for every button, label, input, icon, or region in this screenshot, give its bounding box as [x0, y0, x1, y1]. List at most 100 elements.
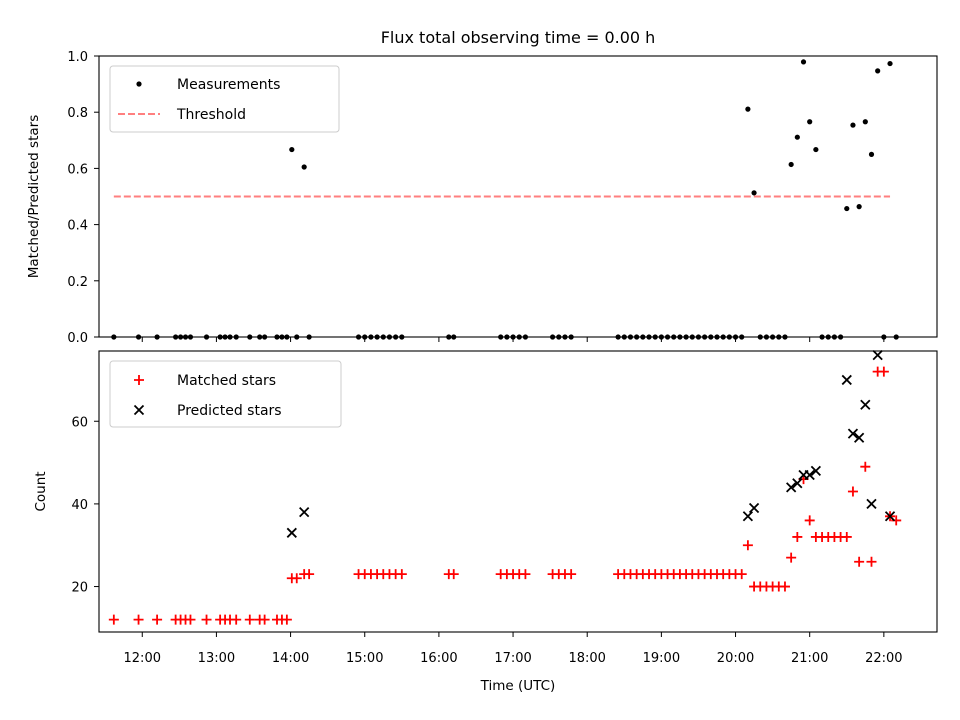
measurement-point: [844, 205, 850, 212]
matched-star-marker: [779, 581, 790, 592]
matched-star-marker: [566, 569, 577, 580]
bottom-y-tick-label: 40: [71, 498, 88, 513]
predicted-star-marker: [872, 349, 883, 361]
top-y-tick-label: 0.2: [67, 275, 88, 290]
bottom-legend: Matched stars Predicted stars: [109, 360, 342, 428]
matched-star-marker: [860, 461, 871, 472]
matched-star-marker: [520, 569, 531, 580]
matched-star-marker: [792, 531, 803, 542]
bottom-panel: 20 40 60 12:00 13:00 14:00 15:00 16:00 17:00 18:…: [33, 349, 938, 694]
matched-star-marker: [854, 556, 865, 567]
predicted-star-marker: [742, 511, 754, 522]
predicted-star-marker: [299, 507, 310, 518]
predicted-star-marker: [748, 502, 760, 514]
x-tick-label: 16:00: [420, 651, 457, 666]
bottom-axes-frame: [98, 350, 938, 633]
matched-star-marker: [804, 515, 815, 526]
x-tick-label: 17:00: [494, 651, 531, 666]
matched-star-marker: [201, 614, 212, 625]
matched-star-marker: [304, 569, 315, 580]
predicted-star-marker: [884, 511, 896, 522]
matched-star-marker: [108, 614, 119, 625]
top-y-tick-label: 0.0: [67, 331, 88, 346]
predicted-star-marker: [853, 432, 865, 443]
x-tick-label: 21:00: [791, 651, 828, 666]
top-x-ticks: [141, 337, 885, 342]
x-tick-label: 22:00: [865, 651, 902, 666]
measurement-point: [794, 134, 800, 140]
legend-matched-label: Matched stars: [177, 373, 276, 389]
measurement-point: [301, 164, 307, 170]
matched-star-marker: [152, 614, 163, 625]
bottom-x-axis: 12:00 13:00 14:00 15:00 16:00 17:00 18:00 19:00…: [124, 632, 903, 666]
matched-star-marker: [185, 614, 196, 625]
matched-star-marker: [742, 540, 753, 551]
predicted-star-marker: [860, 399, 871, 410]
matched-star-marker: [231, 614, 242, 625]
figure-title: Flux total observing time = 0.00 h: [381, 28, 656, 47]
top-y-axis-label: Matched/Predicted stars: [26, 115, 42, 278]
predicted-star-marker: [804, 469, 815, 481]
measurement-point: [862, 119, 868, 125]
x-tick-label: 13:00: [198, 651, 235, 666]
top-axes-frame: [98, 55, 938, 338]
matched-star-marker: [448, 569, 459, 580]
bottom-plot-marks: [108, 349, 902, 625]
measurement-point: [868, 151, 875, 157]
x-axis-label: Time (UTC): [480, 678, 556, 694]
measurement-point: [856, 204, 862, 210]
top-y-tick-label: 0.4: [67, 219, 88, 234]
measurement-point: [751, 190, 757, 196]
measurement-point: [788, 161, 794, 168]
top-y-tick-label: 1.0: [67, 50, 88, 65]
legend-threshold-label: Threshold: [176, 107, 246, 123]
legend-predicted-label: Predicted stars: [177, 403, 282, 419]
predicted-star-marker: [786, 482, 797, 493]
top-legend-box: [109, 65, 340, 133]
legend-matched-marker: [134, 375, 144, 385]
measurement-point: [850, 122, 856, 128]
top-y-tick-label: 0.8: [67, 106, 88, 121]
top-y-tick-label: 0.6: [67, 162, 88, 177]
matched-star-marker: [281, 614, 292, 625]
measurement-point: [813, 146, 819, 153]
x-tick-label: 15:00: [346, 651, 383, 666]
measurement-point: [887, 60, 893, 67]
bottom-y-axis: 20 40 60: [71, 415, 99, 596]
measurement-point: [800, 59, 807, 65]
matched-star-marker: [841, 531, 852, 542]
matched-star-marker: [891, 515, 902, 526]
matched-star-marker: [396, 569, 407, 580]
predicted-star-marker: [841, 374, 852, 386]
predicted-star-marker: [810, 465, 822, 476]
legend-measurements-marker: [136, 81, 142, 87]
matched-star-marker: [847, 486, 858, 497]
predicted-star-marker: [792, 478, 803, 489]
measurement-point: [289, 146, 295, 153]
bottom-y-tick-label: 20: [71, 581, 88, 596]
matched-star-marker: [786, 552, 797, 563]
matched-star-marker: [878, 366, 889, 377]
matched-star-marker: [866, 556, 877, 567]
bottom-legend-box: [109, 360, 342, 428]
x-tick-label: 18:00: [568, 651, 605, 666]
x-tick-label: 19:00: [643, 651, 680, 666]
x-tick-label: 14:00: [272, 651, 309, 666]
predicted-star-marker: [286, 527, 297, 538]
legend-predicted-marker: [133, 404, 145, 416]
legend-measurements-label: Measurements: [177, 77, 280, 93]
matched-star-marker: [259, 614, 270, 625]
top-plot-marks: [111, 59, 899, 340]
x-tick-label: 20:00: [717, 651, 754, 666]
measurement-point: [875, 68, 881, 74]
measurement-point: [745, 106, 751, 112]
predicted-star-marker: [866, 498, 877, 510]
predicted-star-marker: [847, 428, 859, 439]
top-y-axis: 0.0 0.2 0.4 0.6 0.8 1.0: [67, 50, 99, 346]
x-tick-label: 12:00: [124, 651, 161, 666]
bottom-y-tick-label: 60: [71, 415, 88, 430]
matched-star-marker: [133, 614, 144, 625]
matched-star-marker: [736, 569, 747, 580]
top-panel: 0.0 0.2 0.4 0.6 0.8 1.0 Matched/Predicted sta…: [26, 50, 938, 346]
